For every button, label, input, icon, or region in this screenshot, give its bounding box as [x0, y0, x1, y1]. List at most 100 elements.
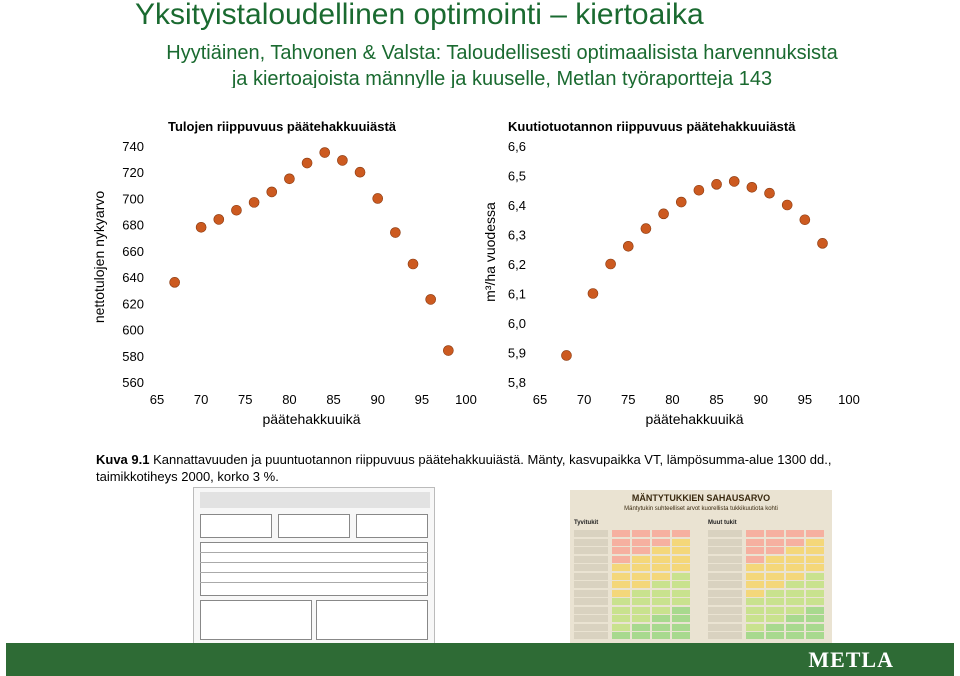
form-thumbnail-box [200, 600, 312, 640]
y-tick-label: 600 [122, 323, 144, 338]
price-table-cell [806, 572, 824, 580]
price-table-cell [786, 606, 804, 614]
price-table-cell [766, 606, 784, 614]
data-point [675, 196, 687, 208]
x-tick-label: 85 [326, 392, 340, 407]
y-tick-label: 5,9 [508, 346, 526, 361]
price-table-row [708, 547, 828, 554]
y-tick-label: 720 [122, 165, 144, 180]
form-thumbnail-header [200, 492, 430, 508]
price-table-cell [806, 555, 824, 563]
y-tick-label: 6,4 [508, 198, 526, 213]
data-point [248, 197, 260, 208]
x-tick-label: 100 [838, 392, 860, 407]
x-tick-label: 80 [282, 392, 296, 407]
price-table-cell [786, 581, 804, 588]
data-point [658, 208, 669, 220]
price-table-cell [786, 632, 804, 639]
price-table-cell [672, 555, 690, 563]
price-table-cell [632, 598, 650, 605]
data-point [640, 223, 652, 234]
price-table-cell [652, 581, 670, 588]
price-table-cell [806, 632, 824, 639]
price-table-row [574, 598, 694, 605]
price-table-row [574, 572, 694, 580]
y-axis-label: nettotulojen nykyarvo [91, 191, 107, 324]
price-table-row [708, 538, 828, 546]
price-table-row-label [708, 564, 742, 571]
price-table-cell [746, 632, 764, 639]
price-table-right-label: Muut tukit [708, 520, 737, 526]
x-tick-label: 75 [238, 392, 252, 407]
form-thumbnail-box [278, 514, 350, 538]
y-tick-label: 6,1 [508, 287, 526, 302]
price-table-row-label [708, 538, 742, 546]
price-table-cell [746, 555, 764, 563]
price-table-title: MÄNTYTUKKIEN SAHAUSARVO [631, 493, 771, 503]
price-table-cell [652, 555, 670, 563]
price-table-row-label [708, 632, 742, 639]
price-table-row-label [574, 581, 608, 588]
price-table-thumbnail-image: MÄNTYTUKKIEN SAHAUSARVO Mäntytukin suhte… [570, 490, 832, 643]
price-table-cell [766, 598, 784, 605]
data-point [781, 199, 793, 211]
price-table-cell [672, 547, 690, 554]
y-tick-label: 700 [122, 191, 144, 206]
price-table-cell [632, 632, 650, 639]
price-table-subtitle: Mäntytukin suhteelliset arvot kuorellist… [624, 506, 778, 512]
price-table-cell [672, 530, 690, 537]
price-table-cell [612, 615, 630, 622]
data-point [693, 184, 705, 196]
price-table-cell [806, 598, 824, 605]
slide-subtitle-line1: Hyytiäinen, Tahvonen & Valsta: Taloudell… [166, 42, 838, 64]
price-table-row [708, 555, 828, 563]
x-tick-label: 90 [370, 392, 384, 407]
price-table-cell [632, 606, 650, 614]
price-table-row [574, 581, 694, 588]
caption-text: Kannattavuuden ja puuntuotannon riippuvu… [96, 452, 832, 484]
price-table-cell [672, 606, 690, 614]
x-tick-label: 85 [709, 392, 723, 407]
data-point [711, 179, 722, 190]
price-table-row [708, 564, 828, 571]
price-table-row-label [708, 555, 742, 563]
price-table-cell [746, 564, 764, 571]
data-point [266, 186, 278, 198]
price-table-cell [672, 589, 690, 597]
figure-caption: Kuva 9.1 Kannattavuuden ja puuntuotannon… [96, 451, 886, 485]
price-table-cell [786, 598, 804, 605]
x-tick-label: 90 [753, 392, 767, 407]
data-point [231, 204, 242, 216]
y-tick-label: 6,0 [508, 316, 526, 331]
price-table-cell [746, 589, 764, 597]
form-thumbnail-line [200, 552, 428, 553]
footer-bar: METLA [6, 643, 954, 676]
price-table-row [574, 589, 694, 597]
price-table-cell [632, 564, 650, 571]
price-table-cell [746, 623, 764, 631]
price-table-cell [806, 581, 824, 588]
data-point [372, 193, 384, 204]
form-thumbnail-line [200, 582, 428, 583]
data-point [169, 277, 180, 288]
y-tick-label: 640 [122, 270, 144, 285]
price-table-cell [612, 632, 630, 639]
price-table-cell [746, 606, 764, 614]
price-table-row [708, 572, 828, 580]
y-tick-label: 6,2 [508, 257, 526, 272]
price-table-cell [786, 555, 804, 563]
y-tick-label: 6,5 [508, 169, 526, 184]
x-tick-label: 70 [194, 392, 208, 407]
price-table-row-label [574, 547, 608, 554]
price-table-cell [806, 589, 824, 597]
form-thumbnail-box [200, 514, 272, 538]
x-tick-label: 65 [533, 392, 547, 407]
slide-subtitle-line2: ja kiertoajoista männylle ja kuuselle, M… [231, 68, 773, 88]
price-table-cell [806, 564, 824, 571]
x-axis-label: päätehakkuuikä [262, 411, 360, 427]
price-table-cell [766, 564, 784, 571]
price-table-cell [766, 555, 784, 563]
metla-logo: METLA [808, 647, 894, 672]
price-table-row-label [708, 623, 742, 631]
price-table-row [574, 615, 694, 622]
